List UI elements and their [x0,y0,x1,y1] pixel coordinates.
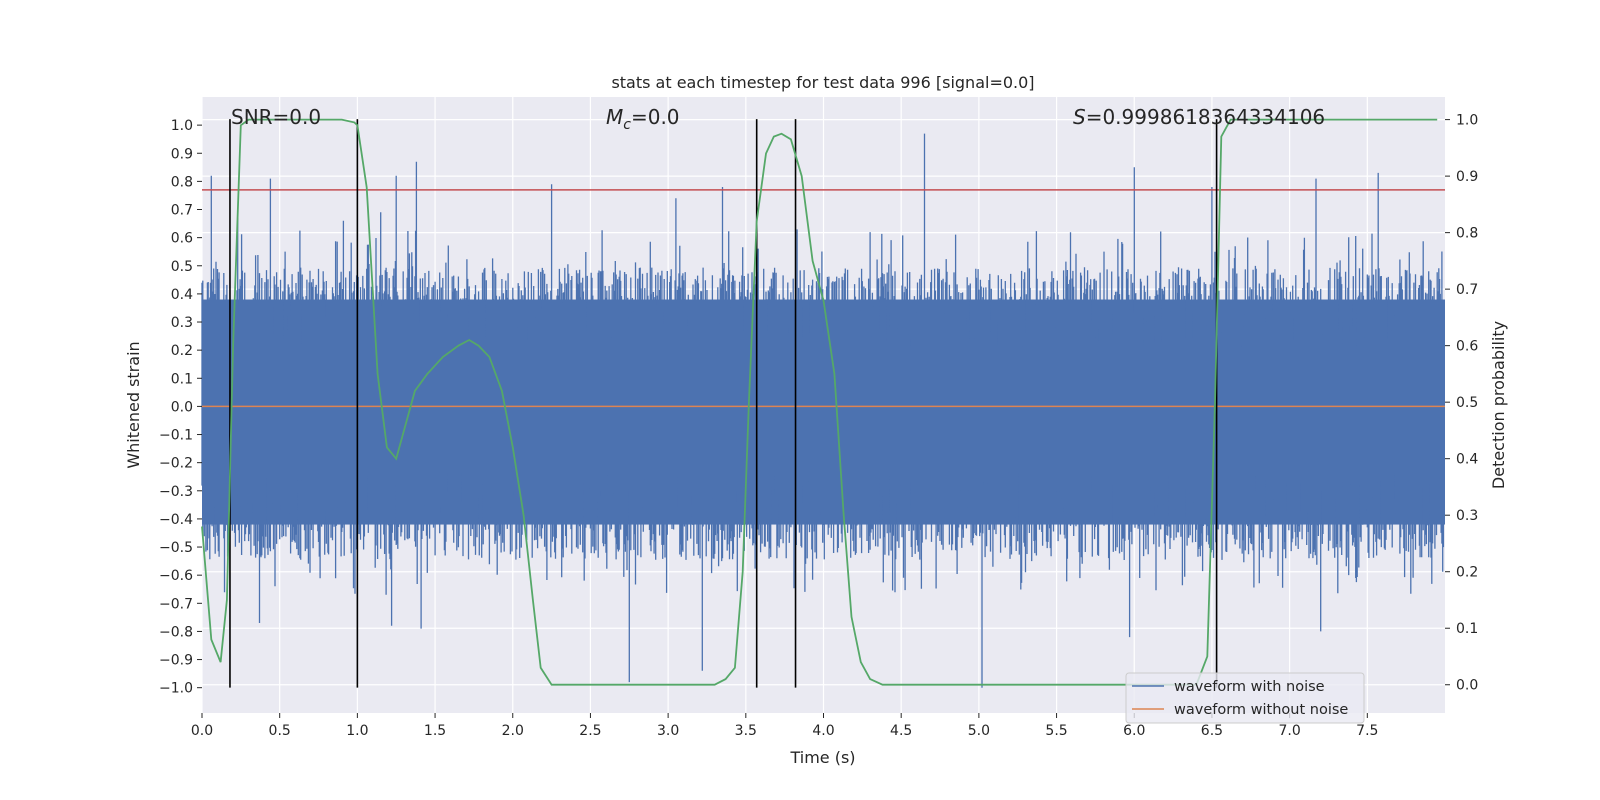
x-tick-label: 3.0 [657,723,679,739]
x-tick-label: 7.5 [1356,723,1378,739]
y-tick-label: −1.0 [159,681,193,697]
y-tick-label-right: 0.1 [1456,621,1478,637]
x-tick-label: 4.5 [890,723,912,739]
chirp-mass-subscript: c [623,117,631,133]
x-tick-label: 6.0 [1123,723,1145,739]
y-tick-label: 0.0 [171,399,193,415]
y-tick-label: 1.0 [171,118,193,134]
x-tick-label: 6.5 [1201,723,1223,739]
y-tick-label: −0.7 [159,596,193,612]
detection-probability-line [201,118,1438,686]
y-tick-label-right: 0.3 [1456,508,1478,524]
y-tick-label: −0.6 [159,568,193,584]
score-value: =0.9998618364334106 [1086,105,1325,129]
y-tick-label: −0.9 [159,653,193,669]
score-symbol: S [1073,105,1086,129]
y-tick-label-right: 0.0 [1456,678,1478,694]
chirp-mass-annotation: Mc=0.0 [606,105,680,133]
x-tick-label: 5.0 [968,723,990,739]
chirp-mass-value: =0.0 [631,105,680,129]
y-tick-label-right: 0.8 [1456,226,1478,242]
y-tick-label-right: 0.4 [1456,452,1478,468]
x-ticks: 0.0 0.5 1.0 1.5 2.0 2.5 3.0 3.5 4.0 4.5 5.0 5.5 6.0 6… [191,713,1378,739]
noise-trace [201,133,1445,688]
y-tick-label: −0.1 [159,428,193,444]
y-tick-label-right: 0.5 [1456,395,1478,411]
x-tick-label: 2.0 [502,723,524,739]
legend-label-noise: waveform with noise [1174,679,1325,695]
chirp-mass-symbol: M [606,105,623,129]
vertical-markers [229,119,1218,688]
y-tick-label: 0.2 [171,343,193,359]
x-tick-label: 5.5 [1045,723,1067,739]
x-tick-label: 0.5 [269,723,291,739]
y-tick-label-right: 1.0 [1456,113,1478,129]
x-axis-label: Time (s) [789,748,855,767]
y-tick-label: 0.7 [171,203,193,219]
y-tick-label-right: 0.6 [1456,339,1478,355]
y-tick-label: −0.8 [159,624,193,640]
x-tick-label: 4.0 [812,723,834,739]
y-tick-label: 0.3 [171,315,193,331]
y-ticks-right: 0.0 0.1 0.2 0.3 0.4 0.5 0.6 0.7 0.8 0.9 1.0 [1445,113,1478,694]
chart-title: stats at each timestep for test data 996… [611,73,1034,92]
y-tick-label-right: 0.7 [1456,282,1478,298]
y-axis-label: Whitened strain [124,341,143,468]
y-tick-label: 0.8 [171,174,193,190]
legend-label-clean: waveform without noise [1174,702,1348,718]
snr-annotation: SNR=0.0 [231,105,321,129]
y-tick-label-right: 0.2 [1456,565,1478,581]
y-tick-label: 0.9 [171,146,193,162]
y-tick-label: −0.2 [159,456,193,472]
score-annotation: S=0.9998618364334106 [1073,105,1325,129]
x-tick-label: 2.5 [579,723,601,739]
y-tick-label: 0.5 [171,259,193,275]
x-tick-label: 1.0 [346,723,368,739]
x-tick-label: 7.0 [1278,723,1300,739]
x-tick-label: 1.5 [424,723,446,739]
y-tick-label: 0.6 [171,231,193,247]
y-ticks-left: −1.0 −0.9 −0.8 −0.7 −0.6 −0.5 −0.4 −0.3 −0.2 −0.1… [159,118,202,697]
x-tick-label: 0.0 [191,723,213,739]
legend: waveform with noise waveform without noi… [1125,672,1365,724]
y-tick-label: 0.1 [171,371,193,387]
y-tick-label: −0.3 [159,484,193,500]
x-tick-label: 3.5 [735,723,757,739]
y-axis-label-right: Detection probability [1489,321,1508,489]
y-tick-label: −0.4 [159,512,193,528]
legend-frame [1125,672,1365,724]
y-tick-label: 0.4 [171,287,193,303]
y-tick-label-right: 0.9 [1456,169,1478,185]
y-tick-label: −0.5 [159,540,193,556]
